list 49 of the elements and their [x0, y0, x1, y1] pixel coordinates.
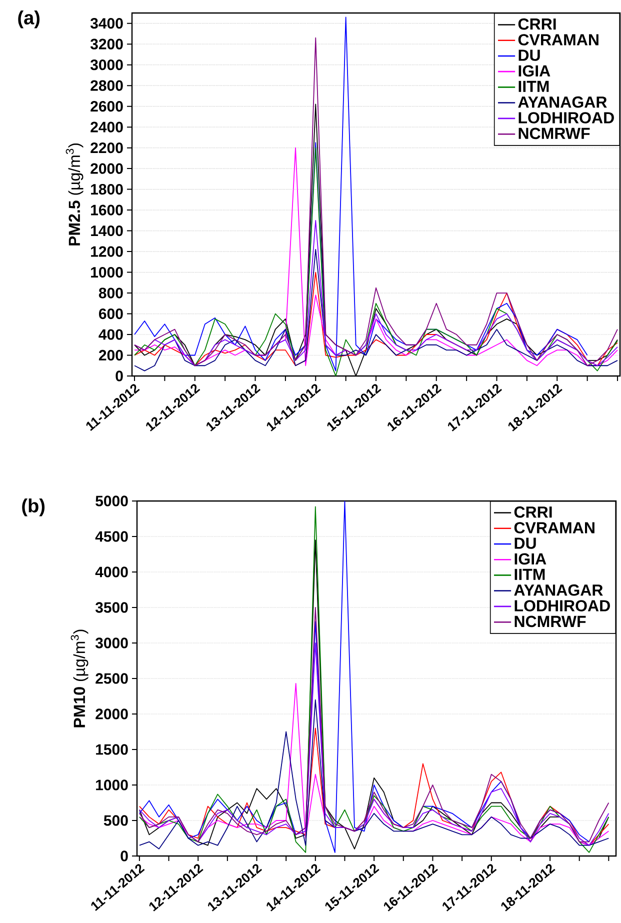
legend-label: NCMRWF: [514, 616, 586, 628]
y-tick-label: 200: [98, 350, 123, 361]
y-tick-label: 1400: [91, 225, 123, 236]
y-tick-label: 1000: [91, 266, 123, 278]
y-tick-label: 1800: [91, 184, 123, 195]
y-tick-label: 1000: [96, 780, 128, 790]
y-tick-label: 2000: [96, 708, 128, 720]
y-tick-label: 500: [104, 815, 128, 826]
y-tick-label: 3000: [95, 638, 128, 648]
y-tick-label: 3200: [90, 38, 123, 50]
y-tick-label: 800: [98, 288, 123, 298]
y-tick-label: 2600: [90, 101, 123, 112]
legend-label: AYANAGAR: [514, 584, 603, 596]
y-axis-title: PM10 (µg/m$^{3}$): [70, 630, 88, 728]
legend-label: IGIA: [514, 553, 546, 565]
y-tick-label: 600: [98, 308, 123, 320]
legend-label: IITM: [518, 80, 549, 92]
y-tick-label: 1200: [91, 246, 123, 257]
y-tick-label: 4500: [95, 531, 128, 542]
y-tick-label: 400: [98, 329, 123, 340]
y-tick-label: 3500: [95, 602, 128, 613]
legend-label: CRRI: [514, 506, 552, 518]
legend-label: IGIA: [518, 65, 550, 77]
y-tick-label: 2200: [90, 142, 123, 154]
legend-label: DU: [518, 50, 540, 61]
y-tick-label: 0: [116, 370, 123, 382]
y-tick-label: 1500: [96, 744, 128, 755]
y-tick-label: 0: [120, 850, 128, 862]
y-tick-label: 2000: [90, 163, 123, 174]
legend-label: CRRI: [518, 18, 556, 30]
legend-label: NCMRWF: [518, 128, 590, 140]
legend-label: LODHIROAD: [518, 112, 614, 124]
y-tick-label: 4000: [95, 566, 128, 578]
y-tick-label: 2800: [90, 80, 123, 91]
chart-title: (b): [22, 498, 45, 516]
y-tick-label: 2400: [90, 122, 123, 132]
y-tick-label: 2500: [96, 673, 128, 684]
y-axis-title: PM2.5 (µg/m$^{3}$): [66, 144, 84, 246]
legend-label: CVRAMAN: [518, 34, 598, 46]
legend-label: LODHIROAD: [514, 600, 610, 612]
chart-title: (a): [18, 10, 40, 28]
y-tick-label: 1600: [91, 204, 123, 216]
legend-label: CVRAMAN: [514, 522, 594, 534]
legend-label: AYANAGAR: [518, 96, 607, 108]
legend-label: IITM: [514, 568, 545, 580]
y-tick-label: 3400: [90, 18, 123, 29]
y-tick-label: 3000: [90, 60, 123, 70]
y-tick-label: 5000: [96, 496, 128, 506]
legend-label: DU: [514, 538, 536, 549]
